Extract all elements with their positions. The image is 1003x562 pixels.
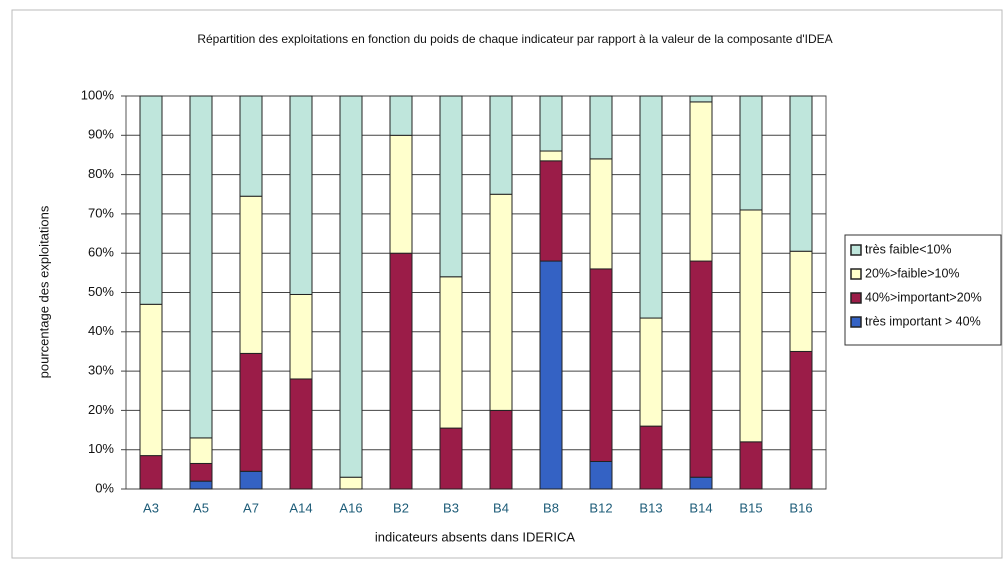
bar-segment (539, 150, 563, 162)
bar-segment (439, 427, 463, 490)
bar-segment (789, 95, 813, 252)
bar-segment (439, 276, 463, 429)
x-tick-label: B2 (393, 500, 409, 515)
bar-segment (689, 95, 713, 103)
legend-swatch (850, 244, 862, 256)
bar-segment (139, 455, 163, 490)
bar-segment (739, 209, 763, 443)
bar-segment (789, 350, 813, 490)
bar-segment (289, 293, 313, 380)
legend-label: très faible<10% (865, 242, 952, 256)
y-tick-label: 100% (81, 87, 115, 102)
legend-swatch (850, 316, 862, 328)
legend-swatch (850, 268, 862, 280)
x-tick-label: A14 (289, 500, 312, 515)
bar-segment (339, 95, 363, 478)
x-tick-label: B15 (739, 500, 762, 515)
x-tick-label: B3 (443, 500, 459, 515)
y-tick-label: 0% (95, 480, 114, 495)
bar-segment (389, 95, 413, 136)
bar-segment (189, 480, 213, 490)
bar-segment (289, 95, 313, 295)
bar-segment (639, 95, 663, 319)
bar-segment (539, 95, 563, 152)
bar-segment (589, 158, 613, 270)
legend-swatch (850, 292, 862, 304)
bar-segment (589, 95, 613, 160)
y-tick-label: 90% (88, 127, 114, 142)
bar-segment (239, 195, 263, 354)
y-axis-label: pourcentage des exploitations (36, 205, 51, 378)
x-tick-label: A16 (339, 500, 362, 515)
bar-segment (239, 352, 263, 472)
y-tick-label: 60% (88, 245, 114, 260)
y-tick-label: 10% (88, 441, 114, 456)
legend-label: 40%>important>20% (865, 290, 982, 304)
y-tick-label: 40% (88, 323, 114, 338)
x-tick-label: B8 (543, 500, 559, 515)
bar-segment (589, 460, 613, 490)
bar-segment (139, 303, 163, 457)
bar-segment (189, 437, 213, 464)
x-tick-label: B4 (493, 500, 509, 515)
bar-segment (689, 101, 713, 262)
legend-label: 20%>faible>10% (865, 266, 960, 280)
bar-segment (539, 160, 563, 262)
bar-segment (539, 260, 563, 490)
bar-segment (739, 95, 763, 211)
bar-segment (439, 95, 463, 278)
x-tick-label: B12 (589, 500, 612, 515)
y-tick-label: 80% (88, 166, 114, 181)
bar-segment (189, 462, 213, 482)
x-tick-label: A3 (143, 500, 159, 515)
bar-segment (589, 268, 613, 462)
bar-segment (489, 409, 513, 490)
x-axis-label: indicateurs absents dans IDERICA (375, 529, 575, 544)
y-tick-label: 70% (88, 205, 114, 220)
bar-segment (389, 252, 413, 490)
bar-segment (639, 425, 663, 490)
chart-title: Répartition des exploitations en fonctio… (197, 32, 832, 46)
bar-segment (189, 95, 213, 439)
x-tick-label: B16 (789, 500, 812, 515)
bar-segment (489, 95, 513, 195)
chart-frame (11, 9, 1003, 559)
x-tick-label: B14 (689, 500, 712, 515)
bar-segment (639, 317, 663, 427)
legend-label: très important > 40% (865, 314, 981, 328)
bar-segment (739, 441, 763, 490)
bar-segment (239, 95, 263, 197)
y-tick-label: 50% (88, 284, 114, 299)
bar-segment (289, 378, 313, 490)
bar-segment (689, 476, 713, 490)
bar-segment (389, 134, 413, 254)
bar-segment (789, 250, 813, 352)
x-tick-label: A5 (193, 500, 209, 515)
y-tick-label: 30% (88, 363, 114, 378)
legend-box (844, 234, 1002, 346)
bar-segment (489, 193, 513, 411)
bar-segment (139, 95, 163, 305)
y-tick-label: 20% (88, 402, 114, 417)
bar-segment (339, 476, 363, 490)
x-tick-label: A7 (243, 500, 259, 515)
bar-segment (239, 470, 263, 490)
x-tick-label: B13 (639, 500, 662, 515)
bar-segment (689, 260, 713, 478)
